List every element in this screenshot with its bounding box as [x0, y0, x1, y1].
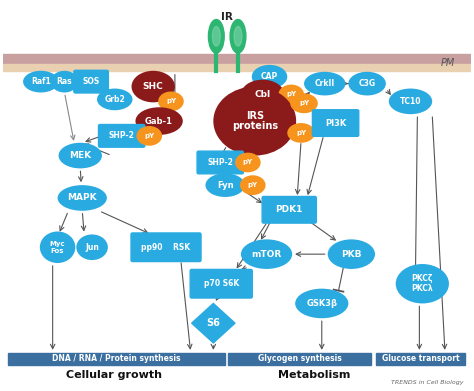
FancyBboxPatch shape: [3, 64, 471, 71]
Ellipse shape: [131, 71, 175, 102]
Ellipse shape: [290, 93, 318, 113]
Text: SHP-2: SHP-2: [109, 131, 135, 140]
FancyBboxPatch shape: [376, 353, 465, 364]
Text: PKB: PKB: [341, 250, 362, 259]
Text: C3G: C3G: [358, 79, 376, 88]
FancyBboxPatch shape: [99, 124, 145, 147]
Ellipse shape: [235, 152, 261, 172]
Text: Gab-1: Gab-1: [145, 117, 173, 126]
Text: Cbl: Cbl: [255, 90, 271, 99]
Text: PKCζ
PKCλ: PKCζ PKCλ: [411, 274, 433, 293]
Ellipse shape: [328, 239, 375, 269]
Ellipse shape: [209, 20, 224, 53]
Text: PDK1: PDK1: [275, 205, 303, 214]
Text: Ras: Ras: [57, 77, 73, 86]
Text: pp90    RSK: pp90 RSK: [141, 243, 191, 252]
Text: SHC: SHC: [143, 82, 164, 91]
Ellipse shape: [213, 86, 296, 156]
Text: p70 S6K: p70 S6K: [204, 279, 239, 288]
Text: pY: pY: [166, 99, 176, 104]
FancyBboxPatch shape: [312, 110, 359, 136]
Ellipse shape: [136, 107, 183, 135]
FancyBboxPatch shape: [3, 54, 471, 64]
Text: TC10: TC10: [400, 97, 421, 106]
Text: CrkII: CrkII: [315, 79, 335, 88]
FancyBboxPatch shape: [190, 269, 252, 298]
Ellipse shape: [287, 123, 315, 143]
Ellipse shape: [389, 88, 432, 114]
Text: IR: IR: [221, 12, 233, 22]
FancyBboxPatch shape: [74, 70, 109, 93]
Ellipse shape: [241, 239, 292, 269]
Text: Fyn: Fyn: [217, 181, 234, 190]
Ellipse shape: [23, 71, 59, 93]
Ellipse shape: [57, 185, 107, 211]
Ellipse shape: [205, 173, 245, 197]
Ellipse shape: [278, 84, 304, 104]
Ellipse shape: [234, 27, 242, 46]
FancyBboxPatch shape: [9, 353, 225, 364]
Text: IRS
proteins: IRS proteins: [232, 111, 278, 131]
Text: pY: pY: [286, 91, 296, 97]
Ellipse shape: [158, 91, 184, 111]
Text: Raf1: Raf1: [31, 77, 51, 86]
Text: pY: pY: [144, 133, 155, 139]
Text: Grb2: Grb2: [104, 95, 125, 104]
Text: Glucose transport: Glucose transport: [382, 354, 459, 363]
Text: MEK: MEK: [69, 151, 91, 160]
Text: pY: pY: [296, 130, 306, 136]
Text: DNA / RNA / Protein synthesis: DNA / RNA / Protein synthesis: [53, 354, 181, 363]
Ellipse shape: [396, 264, 449, 303]
Ellipse shape: [59, 143, 102, 169]
Text: S6: S6: [206, 318, 220, 328]
Text: PM: PM: [441, 58, 455, 68]
Text: pY: pY: [299, 100, 309, 106]
Text: Metabolism: Metabolism: [278, 370, 350, 380]
Ellipse shape: [295, 289, 348, 318]
Ellipse shape: [348, 72, 386, 95]
Text: SOS: SOS: [82, 77, 100, 86]
Text: mTOR: mTOR: [251, 250, 282, 259]
FancyBboxPatch shape: [131, 233, 201, 262]
Ellipse shape: [252, 65, 287, 88]
Ellipse shape: [212, 27, 220, 46]
Text: SHP-2: SHP-2: [207, 158, 233, 167]
Text: GSK3β: GSK3β: [306, 299, 337, 308]
Ellipse shape: [76, 235, 108, 260]
Text: Glycogen synthesis: Glycogen synthesis: [258, 354, 341, 363]
FancyBboxPatch shape: [262, 197, 316, 223]
Ellipse shape: [304, 72, 346, 95]
Ellipse shape: [240, 175, 265, 195]
Polygon shape: [191, 303, 235, 343]
Ellipse shape: [137, 126, 162, 146]
Text: Myc
Fos: Myc Fos: [50, 241, 65, 253]
Ellipse shape: [51, 71, 78, 93]
Text: Jun: Jun: [85, 243, 99, 252]
FancyBboxPatch shape: [197, 151, 244, 174]
Ellipse shape: [40, 231, 75, 263]
Ellipse shape: [241, 80, 284, 109]
Ellipse shape: [230, 20, 246, 53]
FancyBboxPatch shape: [228, 353, 371, 364]
Text: pY: pY: [243, 160, 253, 165]
Text: Cellular growth: Cellular growth: [66, 370, 162, 380]
Text: TRENDS in Cell Biology: TRENDS in Cell Biology: [391, 380, 464, 385]
Text: CAP: CAP: [261, 72, 278, 81]
Text: pY: pY: [248, 182, 258, 188]
Text: PI3K: PI3K: [325, 118, 346, 127]
Text: MAPK: MAPK: [67, 194, 97, 203]
Ellipse shape: [97, 88, 133, 110]
